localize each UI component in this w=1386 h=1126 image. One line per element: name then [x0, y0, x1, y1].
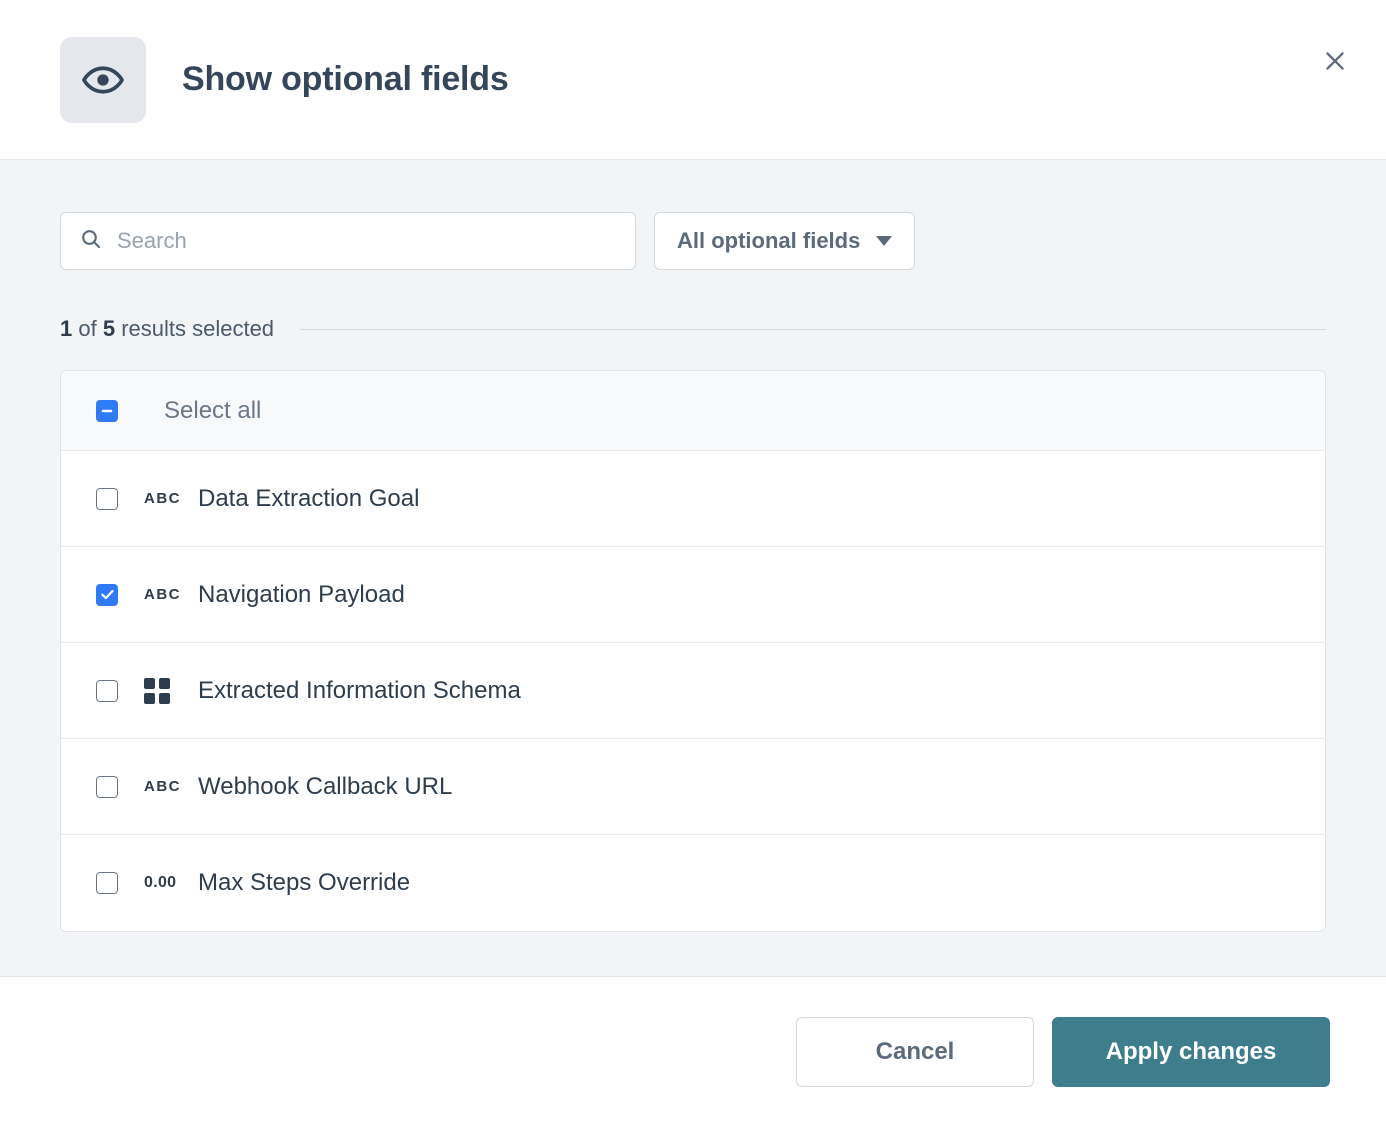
- list-item[interactable]: ABC Data Extraction Goal: [61, 451, 1325, 547]
- field-label: Navigation Payload: [198, 580, 405, 608]
- optional-fields-list: Select all ABC Data Extraction Goal ABC: [60, 370, 1326, 932]
- selected-count: 1: [60, 316, 73, 341]
- results-count-text: 1 of 5 results selected: [60, 316, 274, 342]
- field-checkbox[interactable]: [96, 775, 118, 798]
- list-item[interactable]: 0.00 Max Steps Override: [61, 835, 1325, 931]
- apply-changes-button[interactable]: Apply changes: [1052, 1016, 1330, 1087]
- type-glyph: ABC: [144, 778, 181, 795]
- dialog-header: Show optional fields: [0, 0, 1386, 160]
- search-placeholder: Search: [117, 228, 187, 253]
- dialog-body: Search All optional fields 1 of 5 result…: [0, 160, 1386, 976]
- number-type-icon: 0.00: [144, 875, 184, 891]
- select-all-checkbox[interactable]: [96, 399, 118, 422]
- filter-controls: Search All optional fields: [60, 212, 1326, 270]
- grid-object-type-icon: [144, 677, 184, 704]
- field-checkbox[interactable]: [96, 487, 118, 510]
- search-icon: [79, 227, 103, 256]
- page-title: Show optional fields: [182, 60, 509, 98]
- abc-text-type-icon: ABC: [144, 491, 184, 506]
- total-count: 5: [102, 316, 116, 341]
- results-suffix: results selected: [115, 316, 275, 341]
- abc-text-type-icon: ABC: [144, 779, 184, 794]
- divider: [300, 328, 1326, 330]
- list-item[interactable]: ABC Navigation Payload: [61, 547, 1325, 643]
- filter-dropdown-label: All optional fields: [677, 228, 861, 253]
- field-label: Data Extraction Goal: [198, 484, 420, 512]
- type-glyph: ABC: [144, 490, 181, 507]
- field-checkbox[interactable]: [96, 583, 118, 606]
- search-input[interactable]: Search: [60, 212, 636, 270]
- eye-icon: [60, 36, 146, 123]
- field-label: Webhook Callback URL: [198, 772, 453, 800]
- dialog-footer: Cancel Apply changes: [0, 976, 1386, 1126]
- grid-glyph: [144, 677, 170, 704]
- select-all-label: Select all: [164, 396, 262, 424]
- cancel-button[interactable]: Cancel: [796, 1016, 1034, 1087]
- close-icon[interactable]: [1316, 42, 1354, 80]
- field-checkbox[interactable]: [96, 872, 118, 894]
- type-glyph: ABC: [144, 586, 181, 603]
- results-summary: 1 of 5 results selected: [60, 316, 1326, 342]
- abc-text-type-icon: ABC: [144, 587, 184, 602]
- type-glyph: 0.00: [144, 874, 177, 891]
- field-checkbox[interactable]: [96, 679, 118, 702]
- field-label: Max Steps Override: [198, 869, 411, 896]
- list-item[interactable]: ABC Webhook Callback URL: [61, 739, 1325, 835]
- field-label: Extracted Information Schema: [198, 676, 521, 704]
- select-all-row[interactable]: Select all: [61, 371, 1325, 451]
- results-prefix: of: [72, 316, 103, 341]
- list-item[interactable]: Extracted Information Schema: [61, 643, 1325, 739]
- chevron-down-icon: [876, 236, 893, 246]
- optional-fields-filter-dropdown[interactable]: All optional fields: [654, 212, 916, 270]
